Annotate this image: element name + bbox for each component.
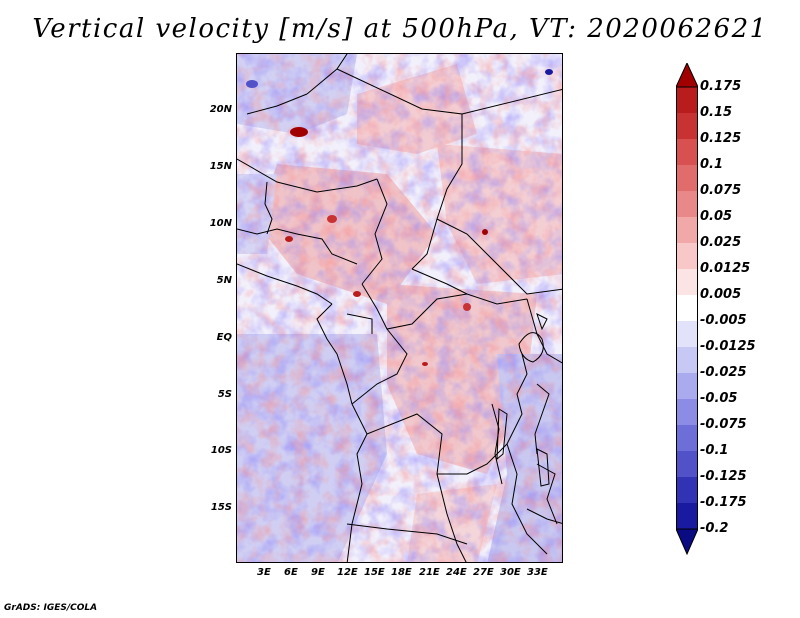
lon-label-33e: 33E — [527, 567, 548, 578]
strong-cells — [246, 69, 553, 366]
lon-label-6e: 6E — [284, 567, 298, 578]
lat-label-15n: 15N — [209, 161, 232, 172]
lon-label-18e: 18E — [391, 567, 412, 578]
colorbar-band — [676, 113, 698, 139]
lakes — [496, 313, 550, 487]
colorbar-band — [676, 217, 698, 243]
colorbar-band — [676, 165, 698, 191]
lon-label-30e: 30E — [500, 567, 521, 578]
colorbar-label: -0.2 — [700, 521, 729, 536]
colorbar-label: 0.125 — [700, 131, 742, 146]
colorbar-band — [676, 347, 698, 373]
colorbar-band — [676, 451, 698, 477]
colorbar-band — [676, 425, 698, 451]
colorbar-label: -0.075 — [700, 417, 747, 432]
borders — [237, 54, 562, 562]
colorbar-band — [676, 269, 698, 295]
colorbar-band — [676, 295, 698, 321]
colorbar-label: 0.05 — [700, 209, 733, 224]
colorbar-top-arrow — [676, 63, 698, 88]
lat-label-5n: 5N — [216, 275, 232, 286]
colorbar-band — [676, 477, 698, 503]
lon-label-27e: 27E — [473, 567, 494, 578]
colorbar-label: 0.005 — [700, 287, 742, 302]
grads-credit: GrADS: IGES/COLA — [4, 603, 98, 613]
colorbar-label: 0.075 — [700, 183, 742, 198]
colorbar — [676, 63, 698, 555]
colorbar-label: -0.05 — [700, 391, 738, 406]
colorbar-band — [676, 399, 698, 425]
map-panel — [236, 53, 563, 563]
lat-label-5s: 5S — [217, 389, 232, 400]
lat-label-20n: 20N — [209, 104, 232, 115]
lat-label-15s: 15S — [210, 502, 232, 513]
colorbar-band — [676, 87, 698, 113]
lon-label-9e: 9E — [311, 567, 325, 578]
colorbar-band — [676, 373, 698, 399]
colorbar-label: 0.15 — [700, 105, 733, 120]
colorbar-band — [676, 139, 698, 165]
lon-label-21e: 21E — [419, 567, 440, 578]
colorbar-band — [676, 191, 698, 217]
colorbar-label: -0.005 — [700, 313, 747, 328]
colorbar-label: -0.125 — [700, 469, 747, 484]
colorbar-label: 0.025 — [700, 235, 742, 250]
ascent-texture — [237, 54, 562, 562]
lat-label-10s: 10S — [210, 445, 232, 456]
colorbar-label: 0.0125 — [700, 261, 751, 276]
colorbar-band — [676, 503, 698, 529]
colorbar-label: 0.1 — [700, 157, 724, 172]
colorbar-band — [676, 243, 698, 269]
lon-label-24e: 24E — [446, 567, 467, 578]
lon-label-3e: 3E — [257, 567, 271, 578]
lat-label-eq: EQ — [216, 332, 232, 343]
colorbar-label: -0.025 — [700, 365, 747, 380]
lat-label-10n: 10N — [209, 218, 232, 229]
colorbar-label: -0.175 — [700, 495, 747, 510]
lon-label-12e: 12E — [337, 567, 358, 578]
colorbar-label: -0.0125 — [700, 339, 756, 354]
colorbar-label: -0.1 — [700, 443, 729, 458]
lon-label-15e: 15E — [364, 567, 385, 578]
colorbar-bottom-arrow — [676, 528, 698, 555]
colorbar-label: 0.175 — [700, 79, 742, 94]
velocity-field — [237, 54, 562, 562]
colorbar-band — [676, 321, 698, 347]
map-title: Vertical velocity [m/s] at 500hPa, VT: 2… — [32, 14, 768, 44]
